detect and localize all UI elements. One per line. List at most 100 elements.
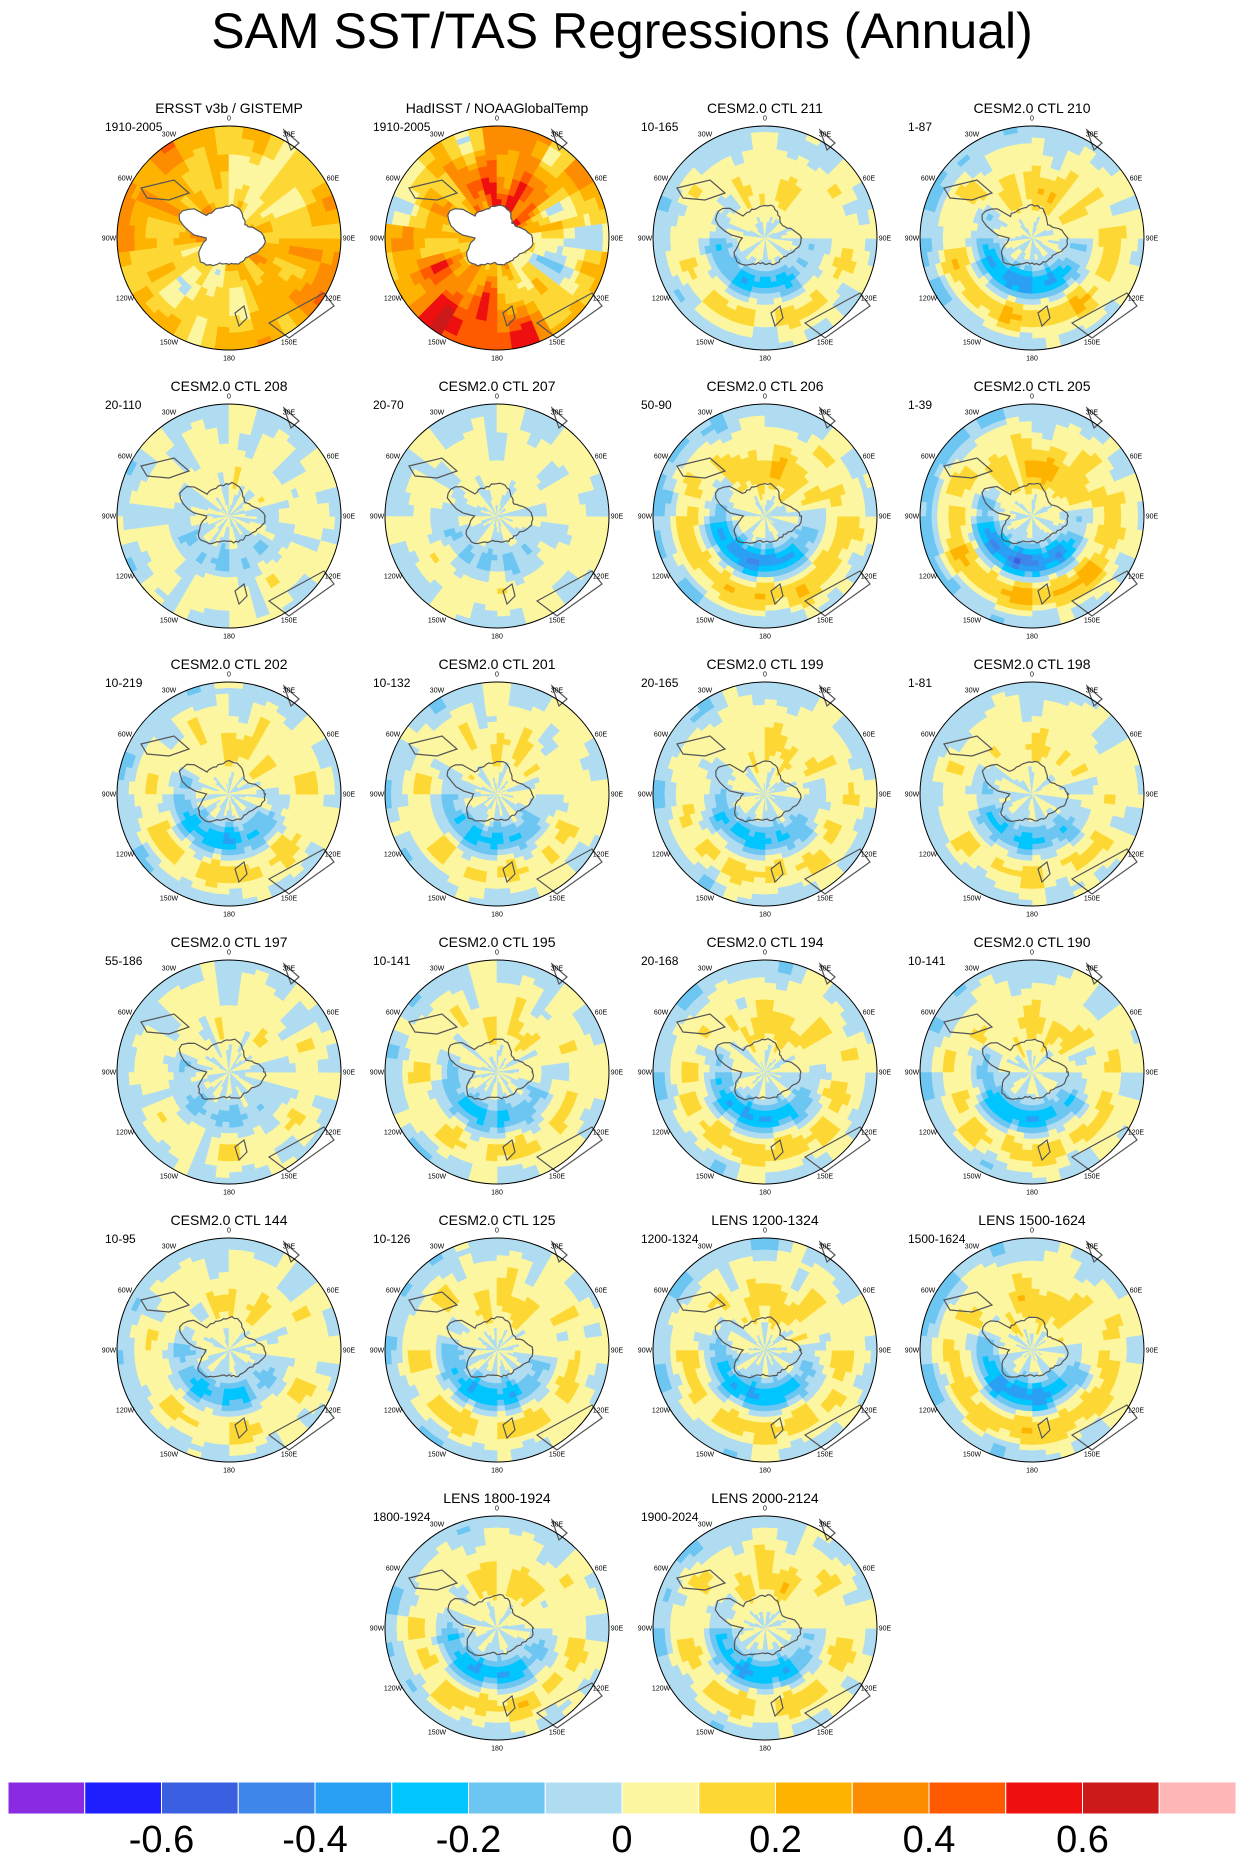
field-cell — [296, 506, 302, 516]
main-title: SAM SST/TAS Regressions (Annual) — [0, 0, 1244, 62]
field-cell — [413, 238, 419, 249]
field-cell — [765, 255, 768, 261]
longitude-label: 30E — [1086, 132, 1099, 139]
field-cell — [463, 238, 469, 242]
field-cell — [184, 516, 190, 522]
field-cell — [765, 316, 776, 322]
longitude-label: 180 — [1026, 356, 1038, 363]
field-cell — [1110, 227, 1116, 238]
field-cell — [765, 294, 773, 300]
longitude-label: 120E — [593, 296, 610, 303]
field-cell — [832, 228, 838, 238]
longitude-label: 150E — [1084, 339, 1101, 346]
field-cell — [765, 260, 769, 266]
field-cell — [1022, 305, 1032, 311]
field-cell — [731, 238, 737, 242]
field-cell — [190, 516, 196, 521]
longitude-label: 60E — [863, 176, 876, 183]
longitude-label: 30E — [551, 132, 564, 139]
field-cell — [285, 516, 291, 524]
field-cell — [1028, 210, 1032, 216]
field-cell — [301, 516, 307, 526]
field-cell — [435, 238, 441, 246]
field-cell — [156, 506, 162, 516]
field-cell — [229, 544, 233, 550]
field-cell — [268, 510, 274, 516]
field-cell — [1021, 154, 1032, 160]
field-cell — [720, 238, 726, 244]
field-cell — [497, 171, 506, 177]
field-cell — [821, 238, 827, 246]
field-cell — [497, 160, 507, 166]
field-cell — [229, 566, 236, 572]
field-cell — [547, 231, 553, 238]
field-cell — [222, 460, 229, 466]
longitude-label: 60W — [654, 176, 669, 183]
field-cell — [219, 588, 229, 594]
field-cell — [687, 228, 693, 238]
longitude-label: 150W — [428, 339, 447, 346]
field-cell — [1043, 236, 1049, 238]
field-cell — [488, 299, 497, 305]
field-cell — [1029, 216, 1032, 222]
field-cell — [492, 199, 497, 205]
longitude-label: 90W — [905, 236, 920, 243]
field-cell — [221, 454, 229, 460]
field-cell — [698, 229, 704, 238]
field-cell — [765, 154, 776, 160]
field-cell — [1032, 316, 1043, 322]
longitude-label: 60E — [1130, 176, 1143, 183]
field-cell — [223, 471, 229, 477]
field-cell — [229, 560, 236, 566]
field-cell — [569, 228, 575, 238]
field-cell — [273, 509, 279, 516]
field-cell — [220, 299, 229, 305]
field-cell — [229, 533, 232, 539]
longitude-label: 150E — [281, 617, 298, 624]
longitude-label: 60W — [921, 176, 936, 183]
field-cell — [1054, 234, 1060, 238]
field-cell — [758, 288, 765, 294]
field-cell — [220, 449, 229, 455]
field-cell — [229, 299, 238, 305]
field-cell — [229, 460, 236, 466]
field-cell — [219, 165, 229, 171]
field-cell — [575, 238, 581, 249]
field-cell — [1024, 176, 1032, 182]
field-cell — [229, 160, 239, 166]
field-cell — [760, 199, 765, 205]
field-cell — [490, 182, 497, 188]
field-shading — [920, 126, 1144, 350]
field-cell — [687, 238, 693, 248]
field-cell — [1027, 199, 1032, 205]
field-cell — [1104, 238, 1110, 248]
field-cell — [218, 154, 229, 160]
field-cell — [837, 228, 843, 238]
field-cell — [490, 188, 497, 194]
field-cell — [497, 305, 507, 311]
field-cell — [1032, 299, 1041, 305]
field-cell — [558, 238, 564, 247]
field-cell — [220, 171, 229, 177]
field-cell — [497, 277, 503, 283]
field-cell — [229, 443, 239, 449]
field-cell — [826, 229, 832, 238]
field-cell — [987, 238, 993, 244]
longitude-label: 0 — [763, 116, 767, 123]
field-cell — [229, 176, 237, 182]
field-cell — [1010, 238, 1016, 241]
longitude-label: 30W — [162, 410, 177, 417]
longitude-label: 180 — [759, 356, 771, 363]
field-cell — [1022, 160, 1032, 166]
field-cell — [167, 238, 173, 246]
field-cell — [755, 160, 765, 166]
field-cell — [167, 230, 173, 238]
field-cell — [487, 310, 497, 316]
field-cell — [229, 594, 240, 600]
field-cell — [569, 238, 575, 248]
field-cell — [219, 583, 229, 589]
field-shading — [653, 126, 877, 350]
longitude-label: 120W — [652, 296, 671, 303]
field-cell — [257, 512, 263, 516]
